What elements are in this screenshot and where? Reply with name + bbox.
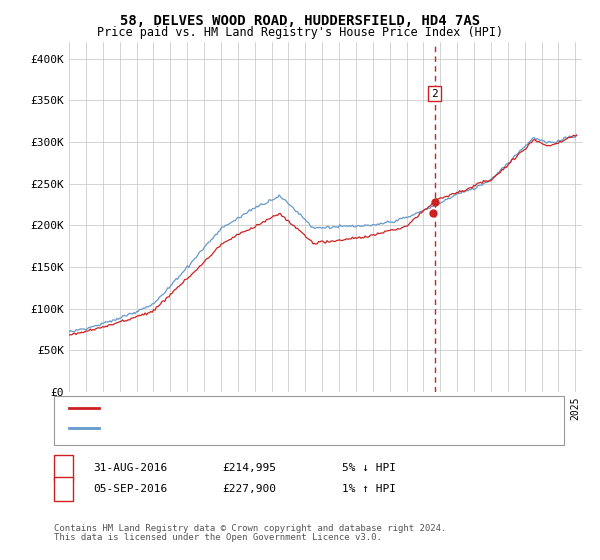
- Text: £214,995: £214,995: [222, 463, 276, 473]
- Text: HPI: Average price, detached house, Kirklees: HPI: Average price, detached house, Kirk…: [105, 423, 380, 433]
- Text: 2: 2: [431, 88, 438, 99]
- Text: 58, DELVES WOOD ROAD, HUDDERSFIELD, HD4 7AS: 58, DELVES WOOD ROAD, HUDDERSFIELD, HD4 …: [120, 14, 480, 28]
- Text: Contains HM Land Registry data © Crown copyright and database right 2024.: Contains HM Land Registry data © Crown c…: [54, 524, 446, 533]
- Text: This data is licensed under the Open Government Licence v3.0.: This data is licensed under the Open Gov…: [54, 533, 382, 542]
- Text: 2: 2: [60, 484, 67, 494]
- Text: Price paid vs. HM Land Registry's House Price Index (HPI): Price paid vs. HM Land Registry's House …: [97, 26, 503, 39]
- Text: £227,900: £227,900: [222, 484, 276, 494]
- Text: 1% ↑ HPI: 1% ↑ HPI: [342, 484, 396, 494]
- Text: 5% ↓ HPI: 5% ↓ HPI: [342, 463, 396, 473]
- Text: 31-AUG-2016: 31-AUG-2016: [93, 463, 167, 473]
- Text: 05-SEP-2016: 05-SEP-2016: [93, 484, 167, 494]
- Text: 1: 1: [60, 463, 67, 473]
- Text: 58, DELVES WOOD ROAD, HUDDERSFIELD, HD4 7AS (detached house): 58, DELVES WOOD ROAD, HUDDERSFIELD, HD4 …: [105, 403, 480, 413]
